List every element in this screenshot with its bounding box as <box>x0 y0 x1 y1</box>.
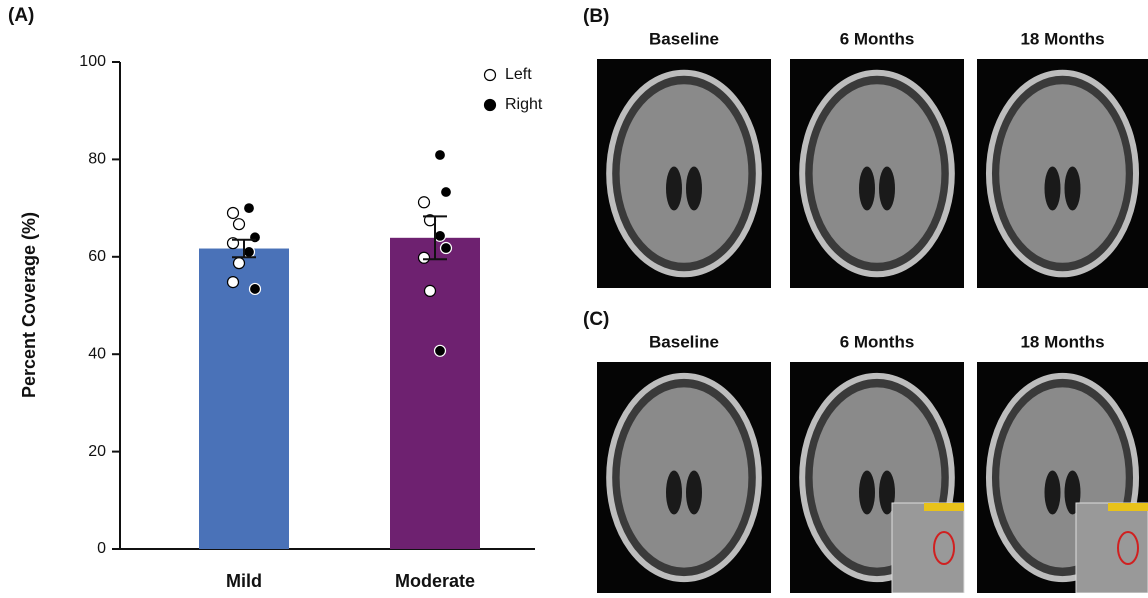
y-tick-label: 0 <box>97 540 106 557</box>
brain <box>620 84 749 263</box>
column-header: Baseline <box>649 332 719 351</box>
data-point <box>244 203 255 214</box>
ventricle <box>1065 167 1081 211</box>
x-tick-label: Moderate <box>395 571 475 591</box>
inset-bar <box>1108 503 1148 511</box>
y-tick-label: 20 <box>88 443 106 460</box>
data-point <box>435 150 446 161</box>
column-header: 18 Months <box>1020 29 1104 48</box>
bar <box>390 238 480 549</box>
bar <box>199 249 289 549</box>
panel-label: (C) <box>583 309 609 330</box>
column-header: 6 Months <box>840 332 915 351</box>
data-point <box>425 285 436 296</box>
data-point <box>435 345 446 356</box>
ventricle <box>666 471 682 515</box>
data-point <box>250 232 261 243</box>
brain <box>813 84 942 263</box>
ventricle <box>1045 471 1061 515</box>
ventricle <box>859 471 875 515</box>
panel-label: (B) <box>583 6 609 27</box>
legend-marker <box>485 100 496 111</box>
y-tick-label: 100 <box>79 53 106 70</box>
legend-marker <box>485 70 496 81</box>
data-point <box>234 258 245 269</box>
ventricle <box>879 167 895 211</box>
ventricle <box>1045 167 1061 211</box>
data-point <box>234 219 245 230</box>
data-point <box>419 252 430 263</box>
y-tick-label: 80 <box>88 151 106 168</box>
figure: (A) Percent Coverage (%) 0 20 40 60 80 100 Mil… <box>0 0 1148 593</box>
data-point <box>435 230 446 241</box>
data-point <box>228 277 239 288</box>
brain <box>999 84 1126 263</box>
ventricle <box>686 167 702 211</box>
data-point <box>441 243 452 254</box>
data-point <box>244 246 255 257</box>
column-header: 6 Months <box>840 29 915 48</box>
data-point <box>228 207 239 218</box>
data-point <box>250 283 261 294</box>
ventricle <box>666 167 682 211</box>
ventricle <box>686 471 702 515</box>
y-tick-label: 40 <box>88 345 106 362</box>
y-axis-label: Percent Coverage (%) <box>19 212 39 398</box>
ventricle <box>859 167 875 211</box>
data-point <box>419 197 430 208</box>
inset-bar <box>924 503 964 511</box>
legend-label: Right <box>505 96 543 113</box>
legend-label: Left <box>505 66 532 83</box>
brain <box>620 387 749 567</box>
panel-label: (A) <box>8 5 34 26</box>
data-point <box>441 187 452 198</box>
column-header: 18 Months <box>1020 332 1104 351</box>
x-tick-label: Mild <box>226 571 262 591</box>
y-tick-label: 60 <box>88 248 106 265</box>
column-header: Baseline <box>649 29 719 48</box>
